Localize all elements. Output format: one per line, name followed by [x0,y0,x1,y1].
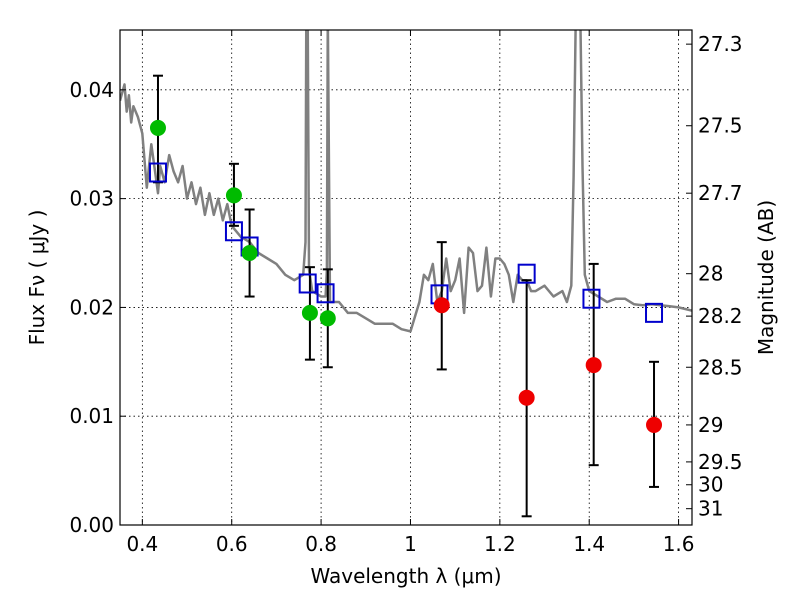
observed-flux-point [241,245,258,262]
observed-flux-point [319,310,336,327]
x-tick-label: 0.6 [216,532,248,556]
y2-tick-label: 27.7 [698,181,743,205]
y-tick-label: 0.00 [69,513,114,537]
y2-tick-label: 29 [698,413,723,437]
model-photometry-point [298,273,317,294]
sed-model-line [120,30,692,333]
observed-flux-point [646,416,663,433]
y2-tick-label: 27.5 [698,114,743,138]
axis-ticks: 0.4 0.6 0.8 1 1.2 1.4 1.6 0.00 0.01 0.02 0.03 0.04 2… [69,30,743,556]
y2-tick-label: 28.5 [698,355,743,379]
model-photometry-point [148,162,167,183]
model-photometry-point [224,221,243,242]
observed-flux-point [518,389,535,406]
x-tick-label: 0.4 [126,532,158,556]
x-tick-label: 1.6 [663,532,695,556]
model-photometry-point [517,263,536,284]
y2-tick-label: 30 [698,473,723,497]
x-tick-label: 1 [404,532,417,556]
observed-flux-point [585,357,602,374]
data-layer [120,30,692,518]
model-photometry-point [645,302,664,323]
observed-flux-point [301,304,318,321]
x-tick-label: 0.8 [305,532,337,556]
y2-tick-label: 27.3 [698,32,743,56]
y-tick-label: 0.01 [69,404,114,428]
observed-flux-point [433,297,450,314]
grid-lines [120,30,692,525]
y-tick-label: 0.04 [69,78,114,102]
x-tick-label: 1.2 [484,532,516,556]
y-tick-label: 0.03 [69,187,114,211]
x-axis-label: Wavelength λ (μm) [310,564,501,588]
y-tick-label: 0.02 [69,295,114,319]
observed-flux-point [225,187,242,204]
y2-tick-label: 31 [698,497,723,521]
y2-tick-label: 28 [698,262,723,286]
model-photometry-point [316,283,335,304]
y2-tick-label: 28.2 [698,304,743,328]
y-axis-label: Flux Fν ( μJy ) [25,210,49,346]
observed-flux-point [149,119,166,136]
plot-frame [119,29,693,526]
x-tick-label: 1.4 [573,532,605,556]
model-photometry-point [582,288,601,309]
clipped-data [120,30,692,333]
y2-tick-label: 29.5 [698,450,743,474]
y2-axis-label: Magnitude (AB) [754,200,778,355]
